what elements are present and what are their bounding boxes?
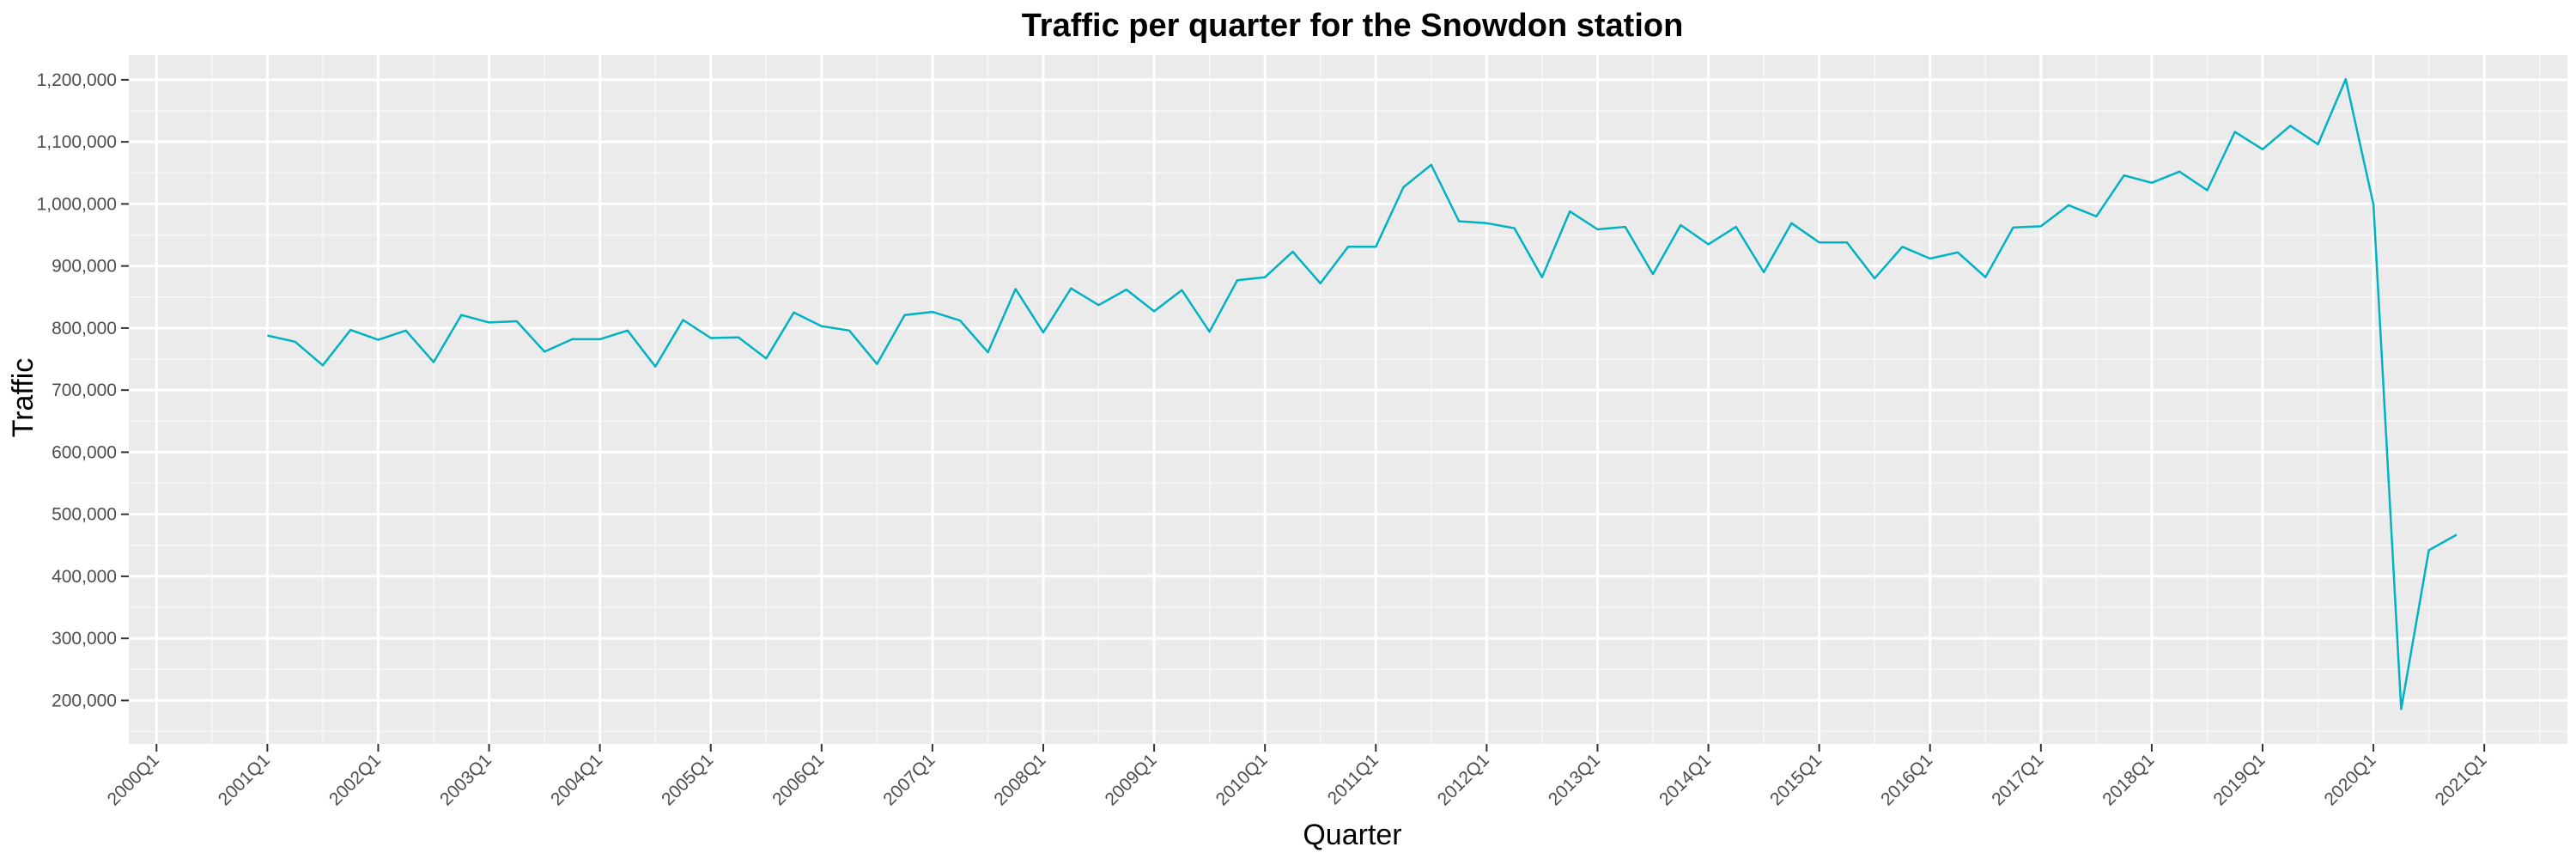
x-tick-label: 2020Q1: [2321, 750, 2380, 809]
minor-gridlines-y: [129, 110, 2567, 733]
x-tick-label: 2008Q1: [990, 750, 1049, 809]
y-axis: 200,000 300,000 400,000 500,000 600,000 700,0…: [37, 70, 129, 710]
y-axis-title: Traffic: [7, 358, 39, 438]
x-tick-label: 2006Q1: [769, 750, 828, 809]
y-tick-label: 700,000: [52, 381, 117, 400]
y-tick-label: 600,000: [52, 442, 117, 462]
minor-gridlines-x: [211, 55, 2541, 744]
y-tick-label: 400,000: [52, 567, 117, 587]
chart-title: Traffic per quarter for the Snowdon stat…: [1022, 8, 1684, 44]
x-tick-label: 2010Q1: [1212, 750, 1272, 809]
x-tick-label: 2002Q1: [325, 750, 385, 809]
x-tick-label: 2014Q1: [1656, 750, 1715, 809]
x-tick-label: 2001Q1: [215, 750, 274, 809]
x-tick-label: 2019Q1: [2209, 750, 2269, 809]
y-tick-label: 900,000: [52, 257, 117, 277]
x-tick-label: 2007Q1: [879, 750, 939, 809]
series-line: [267, 77, 2458, 710]
y-tick-label: 1,100,000: [37, 132, 117, 152]
y-tick-label: 200,000: [52, 691, 117, 710]
x-tick-label: 2021Q1: [2432, 750, 2491, 809]
x-axis-title: Quarter: [1303, 819, 1401, 851]
x-tick-label: 2004Q1: [547, 750, 606, 809]
plot-background: [129, 55, 2567, 744]
major-gridlines-y: [129, 78, 2567, 702]
y-tick-label: 300,000: [52, 629, 117, 649]
x-tick-label: 2017Q1: [1988, 750, 2047, 809]
x-tick-label: 2003Q1: [436, 750, 495, 809]
y-tick-label: 1,000,000: [37, 194, 117, 214]
major-gridlines-x: [155, 55, 2486, 744]
y-tick-label: 800,000: [52, 319, 117, 338]
x-tick-label: 2012Q1: [1434, 750, 1493, 809]
x-tick-label: 2015Q1: [1766, 750, 1826, 809]
series-layer: [267, 77, 2458, 710]
y-tick-label: 1,200,000: [37, 70, 117, 90]
x-tick-label: 2018Q1: [2099, 750, 2158, 809]
x-tick-label: 2013Q1: [1545, 750, 1604, 809]
x-tick-label: 2005Q1: [658, 750, 717, 809]
x-tick-label: 2011Q1: [1324, 750, 1382, 808]
x-tick-label: 2000Q1: [104, 750, 163, 809]
x-tick-label: 2009Q1: [1102, 750, 1161, 809]
x-tick-label: 2016Q1: [1877, 750, 1936, 809]
x-axis: 2000Q1 2001Q1 2002Q1 2003Q1 2004Q1 2005Q1 2006…: [104, 744, 2491, 809]
y-tick-label: 500,000: [52, 505, 117, 525]
